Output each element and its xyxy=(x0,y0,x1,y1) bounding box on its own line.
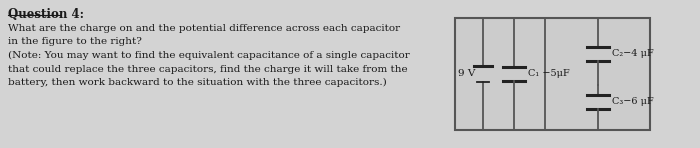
Text: What are the charge on and the potential difference across each capacitor: What are the charge on and the potential… xyxy=(8,24,400,33)
Text: in the figure to the right?: in the figure to the right? xyxy=(8,37,142,46)
Text: 9 V: 9 V xyxy=(458,70,475,78)
Text: battery, then work backward to the situation with the three capacitors.): battery, then work backward to the situa… xyxy=(8,78,386,87)
Text: Question 4:: Question 4: xyxy=(8,8,84,21)
Text: C₁ −5μF: C₁ −5μF xyxy=(528,70,570,78)
Text: (Note: You may want to find the equivalent capacitance of a single capacitor: (Note: You may want to find the equivale… xyxy=(8,51,409,60)
Text: C₂−4 μF: C₂−4 μF xyxy=(612,49,653,58)
Text: that could replace the three capacitors, find the charge it will take from the: that could replace the three capacitors,… xyxy=(8,65,407,74)
Text: C₃−6 μF: C₃−6 μF xyxy=(612,98,653,107)
Bar xyxy=(455,18,650,130)
